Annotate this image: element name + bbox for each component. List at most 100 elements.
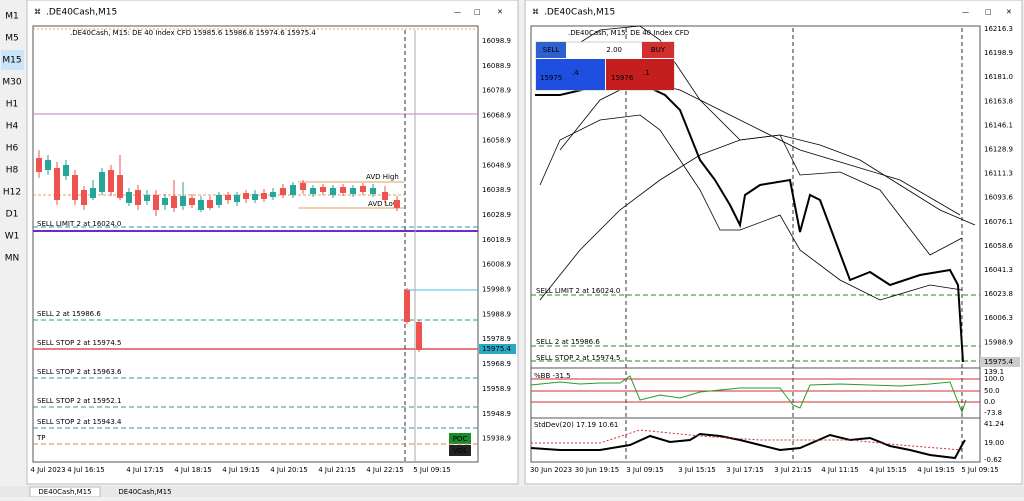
- min-btn[interactable]: —: [962, 8, 969, 16]
- sell-btn-bg[interactable]: [536, 42, 566, 58]
- x-label: 4 Jul 18:15: [174, 466, 212, 474]
- timeframe[interactable]: H1: [6, 100, 19, 110]
- ask-box[interactable]: [606, 59, 674, 90]
- x-label: 4 Jul 20:15: [270, 466, 308, 474]
- price-tag-bg: [980, 357, 1020, 367]
- timeframe[interactable]: H12: [3, 188, 21, 198]
- price-label: 16058.9: [482, 136, 511, 144]
- candle: [340, 187, 346, 193]
- timeframe[interactable]: H6: [6, 144, 19, 154]
- bid-frac: .4: [572, 69, 579, 77]
- price-label: 16058.6: [984, 242, 1013, 250]
- indicator-axis: -73.8: [984, 409, 1002, 417]
- ask-frac: .1: [643, 69, 650, 77]
- sell-button[interactable]: SELL: [543, 46, 560, 54]
- vol-button[interactable]: VOL: [453, 447, 467, 455]
- price-label: 15968.9: [482, 360, 511, 368]
- price-label: 16068.9: [482, 112, 511, 120]
- candle: [189, 198, 195, 205]
- candle: [63, 165, 69, 176]
- min-btn[interactable]: —: [454, 8, 461, 16]
- timeframe[interactable]: M5: [5, 34, 19, 44]
- price-label: 16128.9: [984, 146, 1013, 154]
- candle: [162, 198, 168, 205]
- timeframe[interactable]: M15: [2, 56, 21, 66]
- x-label: 3 Jul 17:15: [726, 466, 764, 474]
- x-label: 4 Jul 22:15: [366, 466, 404, 474]
- ask-main: 15976: [611, 74, 634, 82]
- timeframe[interactable]: D1: [6, 210, 19, 220]
- candle: [416, 322, 422, 350]
- x-label: 4 Jul 19:15: [917, 466, 955, 474]
- x-label: 4 Jul 2023: [30, 466, 65, 474]
- price-label: 16078.9: [482, 87, 511, 95]
- indicator-axis: 0.0: [984, 398, 995, 406]
- current-price: 15975.4: [482, 345, 511, 353]
- candle: [144, 195, 150, 201]
- close-btn[interactable]: ✕: [1006, 8, 1012, 16]
- x-label: 4 Jul 15:15: [869, 466, 907, 474]
- indicator-axis: 19.00: [984, 439, 1004, 447]
- price-label: 15978.9: [482, 335, 511, 343]
- timeframe[interactable]: W1: [5, 232, 20, 242]
- chart-header: .DE40Cash, M15: DE 40 Index CFD: [568, 29, 689, 37]
- price-tag-bg: [479, 344, 516, 354]
- candle: [270, 192, 276, 197]
- order-label: TP: [36, 434, 46, 442]
- price-label: 16041.3: [984, 266, 1013, 274]
- candle: [135, 190, 141, 205]
- x-label: 3 Jul 09:15: [626, 466, 664, 474]
- selected-timeframe: [1, 50, 24, 70]
- order-label: SELL LIMIT 2 at 16024.0: [37, 220, 121, 228]
- vol-button-bg: [449, 445, 471, 456]
- bid-box[interactable]: [536, 59, 605, 90]
- candle: [117, 175, 123, 198]
- indicator-axis: 100.0: [984, 375, 1004, 383]
- price-label: 16006.3: [984, 314, 1013, 322]
- tab[interactable]: DE40Cash,M15: [38, 488, 91, 496]
- buy-button[interactable]: BUY: [651, 46, 666, 54]
- buy-btn-bg[interactable]: [642, 42, 674, 58]
- lot-input[interactable]: 2.00: [606, 46, 622, 54]
- right-chart: [530, 25, 981, 463]
- timeframe[interactable]: H8: [6, 166, 19, 176]
- price-label: 15948.9: [482, 410, 511, 418]
- candle: [243, 193, 249, 199]
- timeframe[interactable]: H4: [6, 122, 19, 132]
- price-label: 15998.9: [482, 286, 511, 294]
- candle: [404, 290, 410, 322]
- bid-main: 15975: [540, 74, 562, 82]
- timeframe[interactable]: M1: [5, 12, 19, 22]
- candle: [171, 196, 177, 208]
- chart-header: .DE40Cash, M15: DE 40 Index CFD 15985.6 …: [70, 29, 316, 37]
- indicator-axis: -0.62: [984, 456, 1002, 464]
- price-label: 16008.9: [482, 261, 511, 269]
- x-label: 3 Jul 15:15: [678, 466, 716, 474]
- tab[interactable]: DE40Cash,M15: [118, 488, 171, 496]
- max-btn[interactable]: □: [474, 8, 481, 16]
- x-label: 30 Jun 19:15: [575, 466, 619, 474]
- candle: [36, 158, 42, 172]
- order-label: SELL 2 at 15986.6: [536, 338, 600, 346]
- candle: [72, 175, 78, 200]
- candle: [153, 195, 159, 210]
- close-btn[interactable]: ✕: [497, 8, 503, 16]
- candle: [261, 193, 267, 199]
- x-label: 4 Jul 19:15: [222, 466, 260, 474]
- price-label: 16076.1: [984, 218, 1013, 226]
- max-btn[interactable]: □: [985, 8, 992, 16]
- poc-button[interactable]: POC: [453, 435, 468, 443]
- indicator-label: %BB -31.5: [534, 372, 571, 380]
- x-label: 4 Jul 16:15: [67, 466, 105, 474]
- price-label: 16028.9: [482, 211, 511, 219]
- order-label: SELL STOP 2 at 15974.5: [37, 339, 121, 347]
- timeframe[interactable]: MN: [5, 254, 20, 264]
- candle: [280, 188, 286, 195]
- candle: [310, 188, 316, 194]
- candle: [300, 183, 306, 190]
- candle: [320, 187, 326, 192]
- price-label: 15988.9: [482, 310, 511, 318]
- timeframe[interactable]: M30: [2, 78, 21, 88]
